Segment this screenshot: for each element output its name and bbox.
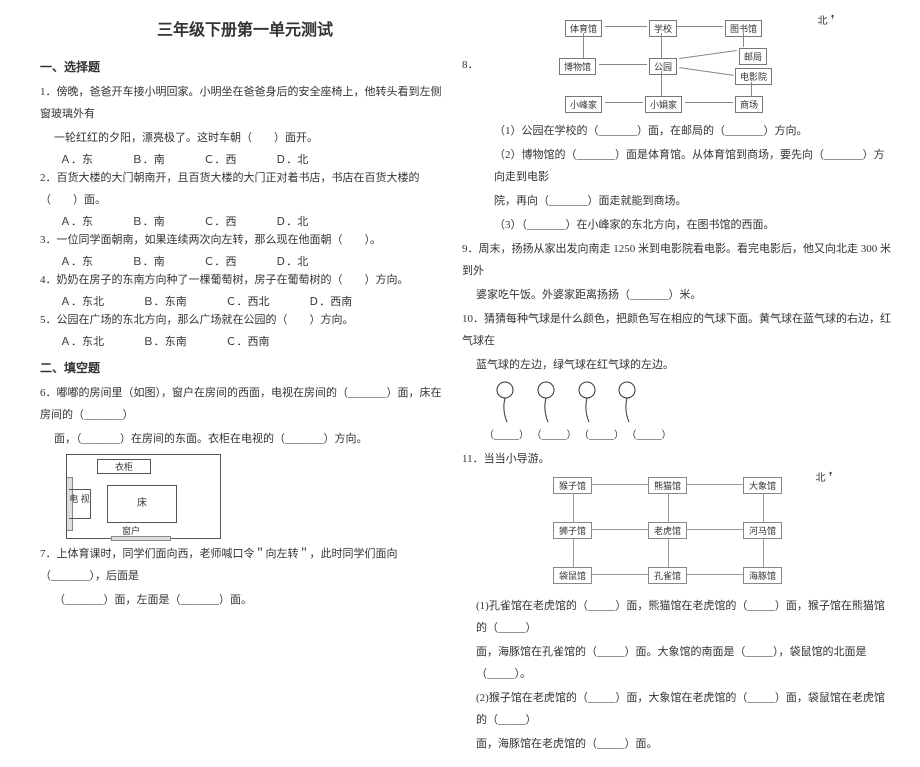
q3-optC: Ｃ．西 [204, 253, 237, 269]
lion-box: 狮子馆 [553, 522, 592, 539]
q3-optB: Ｂ．南 [132, 253, 165, 269]
monkey-box: 猴子馆 [553, 477, 592, 494]
xiaojuan-box: 小娟家 [645, 96, 682, 113]
balloon-1 [490, 380, 520, 424]
q7-line1: 7．上体育课时，同学们面向西，老师喊口令＂向左转＂，此时同学们面向（______… [40, 543, 450, 587]
q4-optD: Ｄ．西南 [308, 293, 352, 309]
q2-optB: Ｂ．南 [132, 213, 165, 229]
q3-options: Ａ．东 Ｂ．南 Ｃ．西 Ｄ．北 [40, 253, 450, 269]
q5-optB: Ｂ．东南 [143, 333, 187, 349]
q1-line2: 一轮红红的夕阳，漂亮极了。这时车朝（ ）面开。 [40, 127, 450, 149]
school-box: 学校 [649, 20, 677, 37]
q4-line1: 4．奶奶在房子的东南方向种了一棵葡萄树，房子在葡萄树的（ ）方向。 [40, 269, 450, 291]
q1-optD: Ｄ．北 [275, 151, 308, 167]
q1-line1: 1．傍晚，爸爸开车接小明回家。小明坐在爸爸身后的安全座椅上，他转头看到左侧窗玻璃… [40, 81, 450, 125]
q2-optA: Ａ．东 [60, 213, 93, 229]
q8-sq3: （3）（_______）在小峰家的东北方向，在图书馆的西面。 [462, 214, 894, 236]
q4-optB: Ｂ．东南 [143, 293, 187, 309]
q4-options: Ａ．东北 Ｂ．东南 Ｃ．西北 Ｄ．西南 [40, 293, 450, 309]
q4-optC: Ｃ．西北 [226, 293, 270, 309]
kangaroo-box: 袋鼠馆 [553, 567, 592, 584]
q2-optC: Ｃ．西 [204, 213, 237, 229]
bear-box: 熊猫馆 [648, 477, 687, 494]
page-title: 三年级下册第一单元测试 [40, 16, 450, 40]
q1-options: Ａ．东 Ｂ．南 Ｃ．西 Ｄ．北 [40, 151, 450, 167]
tiger-box: 老虎馆 [648, 522, 687, 539]
window-label: 窗户 [122, 524, 140, 537]
hippo-box: 河马馆 [743, 522, 782, 539]
room-diagram: 衣柜 电 视 床 窗户 [66, 454, 221, 539]
q6-line2: 面，（_______）在房间的东面。衣柜在电视的（_______）方向。 [40, 428, 450, 450]
north-indicator: 北 ꜛ [818, 16, 836, 27]
q3-optA: Ａ．东 [60, 253, 93, 269]
mall-box: 商场 [735, 96, 763, 113]
q2-optD: Ｄ．北 [275, 213, 308, 229]
balloons-row [490, 380, 894, 424]
q3-optD: Ｄ．北 [275, 253, 308, 269]
q11-line1: 11．当当小导游。 [462, 448, 894, 470]
q8-sq1: （1）公园在学校的（_______）面，在邮局的（_______）方向。 [462, 120, 894, 142]
q1-optB: Ｂ．南 [132, 151, 165, 167]
tv-box: 电 视 [69, 489, 91, 519]
q11-sq1b: 面，海豚馆在孔雀馆的（_____）面。大象馆的南面是（_____），袋鼠馆的北面… [462, 641, 894, 685]
park-box: 公园 [649, 58, 677, 75]
balloon-3 [572, 380, 602, 424]
q1-optA: Ａ．东 [60, 151, 93, 167]
q6-line1: 6．嘟嘟的房间里（如图），窗户在房间的西面，电视在房间的（_______）面，床… [40, 382, 450, 426]
park-map: 北 ꜛ 体育馆 学校 图书馆 博物馆 公园 邮局 电影院 小峰家 小娟家 商场 [539, 16, 839, 116]
q10-line1: 10．猜猜每种气球是什么颜色，把颜色写在相应的气球下面。黄气球在蓝气球的右边，红… [462, 308, 894, 352]
q1-optC: Ｃ．西 [204, 151, 237, 167]
q2-options: Ａ．东 Ｂ．南 Ｃ．西 Ｄ．北 [40, 213, 450, 229]
q11-sq1: (1)孔雀馆在老虎馆的（_____）面，熊猫馆在老虎馆的（_____）面，猴子馆… [462, 595, 894, 639]
q5-optC: Ｃ．西南 [226, 333, 270, 349]
q7-line2: （_______）面，左面是（_______）面。 [40, 589, 450, 611]
q9-line2: 婆家吃午饭。外婆家距离扬扬（_______）米。 [462, 284, 894, 306]
elephant-box: 大象馆 [743, 477, 782, 494]
section2-heading: 二、填空题 [40, 359, 450, 376]
q2-line1: 2．百货大楼的大门朝南开，且百货大楼的大门正对着书店，书店在百货大楼的（ ）面。 [40, 167, 450, 211]
balloon-4 [612, 380, 642, 424]
q9-line1: 9．周末，扬扬从家出发向南走 1250 米到电影院看电影。看完电影后，他又向北走… [462, 238, 894, 282]
q8-sq2b: 院，再向（_______）面走就能到商场。 [462, 190, 894, 212]
balloon-2 [531, 380, 561, 424]
q10-line2: 蓝气球的左边，绿气球在红气球的左边。 [462, 354, 894, 376]
q11-sq2: (2)猴子馆在老虎馆的（_____）面，大象馆在老虎馆的（_____）面，袋鼠馆… [462, 687, 894, 731]
q5-optA: Ａ．东北 [60, 333, 104, 349]
q8-number: 8． [462, 16, 484, 72]
cinema-box: 电影院 [735, 68, 772, 85]
q11-sq2b: 面，海豚馆在老虎馆的（_____）面。 [462, 733, 894, 755]
window-bar [111, 536, 171, 541]
xiaofeng-box: 小峰家 [565, 96, 602, 113]
q5-options: Ａ．东北 Ｂ．东南 Ｃ．西南 [40, 333, 450, 349]
q4-optA: Ａ．东北 [60, 293, 104, 309]
q5-line1: 5．公园在广场的东北方向，那么广场就在公园的（ ）方向。 [40, 309, 450, 331]
museum-box: 博物馆 [559, 58, 596, 75]
wardrobe-box: 衣柜 [97, 459, 151, 474]
q3-line1: 3．一位同学面朝南，如果连续两次向左转，那么现在他面朝（ ）。 [40, 229, 450, 251]
zoo-map: 北 ꜛ 猴子馆 熊猫馆 大象馆 狮子馆 老虎馆 河马馆 袋鼠馆 孔雀馆 海豚馆 [523, 473, 833, 591]
peacock-box: 孔雀馆 [648, 567, 687, 584]
q10-fills: （_____） （_____） （_____） （_____） [462, 426, 894, 446]
bed-box: 床 [107, 485, 177, 523]
section1-heading: 一、选择题 [40, 58, 450, 75]
zoo-north: 北 ꜛ [816, 473, 834, 484]
post-box: 邮局 [739, 48, 767, 65]
dolphin-box: 海豚馆 [743, 567, 782, 584]
q8-sq2a: （2）博物馆的（_______）面是体育馆。从体育馆到商场，要先向（______… [462, 144, 894, 188]
